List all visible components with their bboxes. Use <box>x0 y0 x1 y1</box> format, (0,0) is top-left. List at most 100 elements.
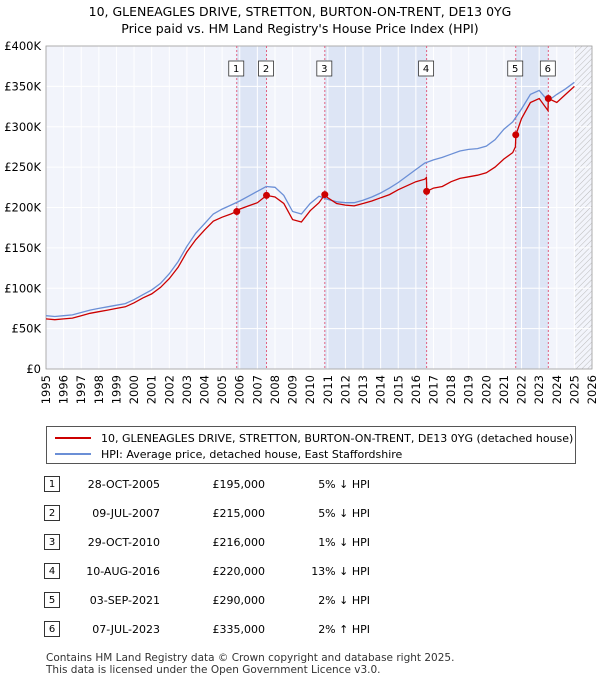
x-tick-label: 2002 <box>162 375 176 404</box>
x-tick-label: 1999 <box>109 375 123 404</box>
sale-number-badge: 6 <box>44 621 60 637</box>
sale-row: 2 09-JUL-2007 £215,000 5% ↓ HPI <box>0 505 600 523</box>
sale-marker-label: 6 <box>545 64 551 75</box>
legend-item-hpi: HPI: Average price, detached house, East… <box>55 446 402 462</box>
x-tick-label: 2021 <box>497 375 511 404</box>
x-tick-label: 2018 <box>444 375 458 404</box>
x-tick-label: 2007 <box>250 375 264 404</box>
sale-point <box>263 191 271 199</box>
sale-marker-box <box>507 60 524 77</box>
sale-number-badge: 2 <box>44 505 60 521</box>
sale-hpi-diff: 2% ↑ HPI <box>318 623 370 636</box>
chart-title: 10, GLENEAGLES DRIVE, STRETTON, BURTON-O… <box>88 4 512 19</box>
footer: Contains HM Land Registry data © Crown c… <box>46 652 454 676</box>
sale-date: 29-OCT-2010 <box>87 536 160 549</box>
sale-marker-box <box>418 60 435 77</box>
sale-number-badge: 4 <box>44 563 60 579</box>
sale-marker-label: 4 <box>423 64 429 75</box>
x-tick-label: 2008 <box>268 375 282 404</box>
x-tick-label: 1998 <box>92 375 106 404</box>
sale-row: 4 10-AUG-2016 £220,000 13% ↓ HPI <box>0 563 600 581</box>
sale-number-badge: 5 <box>44 592 60 608</box>
x-tick-label: 2019 <box>462 375 476 404</box>
legend: 10, GLENEAGLES DRIVE, STRETTON, BURTON-O… <box>46 426 576 464</box>
sale-marker-box <box>539 60 556 77</box>
sale-hpi-diff: 1% ↓ HPI <box>318 536 370 549</box>
x-tick-label: 1997 <box>74 375 88 404</box>
sale-hpi-diff: 2% ↓ HPI <box>318 594 370 607</box>
sale-date: 09-JUL-2007 <box>92 507 160 520</box>
x-tick-label: 2024 <box>550 375 564 404</box>
x-tick-label: 2026 <box>585 375 599 404</box>
legend-label-hpi: HPI: Average price, detached house, East… <box>101 447 403 461</box>
sale-point <box>423 187 431 195</box>
x-tick-label: 2009 <box>286 375 300 404</box>
sale-marker-box <box>258 60 274 77</box>
x-tick-label: 1995 <box>39 375 53 404</box>
sale-number-badge: 1 <box>44 476 60 492</box>
y-tick-label: £50K <box>12 322 42 336</box>
sale-price: £215,000 <box>212 507 266 520</box>
sale-point <box>321 191 329 199</box>
x-tick-label: 1996 <box>57 375 71 404</box>
x-tick-label: 2015 <box>391 375 405 404</box>
y-tick-label: £350K <box>4 79 41 93</box>
sale-point <box>512 131 520 139</box>
sale-date: 28-OCT-2005 <box>87 478 160 491</box>
x-tick-label: 2017 <box>426 375 440 404</box>
sale-point <box>233 208 241 216</box>
sale-marker-label: 5 <box>512 64 518 75</box>
x-tick-label: 2014 <box>374 375 388 404</box>
y-tick-label: £250K <box>4 160 41 174</box>
sale-date: 03-SEP-2021 <box>89 594 160 607</box>
y-tick-label: £200K <box>4 201 41 215</box>
sale-marker-box <box>316 60 333 77</box>
sale-row: 1 28-OCT-2005 £195,000 5% ↓ HPI <box>0 476 600 494</box>
footer-licence: This data is licensed under the Open Gov… <box>46 664 381 676</box>
y-tick-label: £400K <box>4 39 41 53</box>
x-tick-label: 2011 <box>321 375 335 404</box>
x-tick-label: 2023 <box>532 375 546 404</box>
y-tick-label: £150K <box>4 241 41 255</box>
sale-marker-label: 2 <box>263 64 269 75</box>
x-tick-label: 2022 <box>515 375 529 404</box>
y-tick-label: £100K <box>4 281 41 295</box>
hpi-line <box>45 81 575 318</box>
x-tick-label: 2006 <box>233 375 247 404</box>
sale-hpi-diff: 5% ↓ HPI <box>318 478 370 491</box>
sale-hpi-diff: 5% ↓ HPI <box>318 507 370 520</box>
legend-swatch-property <box>55 437 91 439</box>
footer-copyright: Contains HM Land Registry data © Crown c… <box>46 652 455 664</box>
y-tick-label: £300K <box>4 120 41 134</box>
sale-row: 3 29-OCT-2010 £216,000 1% ↓ HPI <box>0 534 600 552</box>
sale-price: £290,000 <box>212 594 266 607</box>
legend-item-property: 10, GLENEAGLES DRIVE, STRETTON, BURTON-O… <box>55 430 573 446</box>
sale-price: £335,000 <box>212 623 266 636</box>
chart-subtitle: Price paid vs. HM Land Registry's House … <box>121 21 479 36</box>
x-tick-label: 2013 <box>356 375 370 404</box>
sale-point <box>544 94 552 102</box>
x-tick-label: 2000 <box>127 375 141 404</box>
legend-label-property: 10, GLENEAGLES DRIVE, STRETTON, BURTON-O… <box>101 431 574 445</box>
y-tick-label: £0 <box>26 362 41 376</box>
sale-price: £195,000 <box>212 478 266 491</box>
x-tick-label: 2001 <box>145 375 159 404</box>
sale-date: 10-AUG-2016 <box>86 565 160 578</box>
sale-marker-label: 3 <box>321 64 327 75</box>
x-tick-label: 2005 <box>215 375 229 404</box>
sale-number-badge: 3 <box>44 534 60 550</box>
legend-swatch-hpi <box>55 453 91 455</box>
x-tick-label: 2003 <box>180 375 194 404</box>
plot-border <box>45 45 593 370</box>
sale-marker-label: 1 <box>233 64 239 75</box>
x-tick-label: 2025 <box>567 375 581 404</box>
sale-price: £216,000 <box>212 536 266 549</box>
sale-hpi-diff: 13% ↓ HPI <box>311 565 370 578</box>
x-tick-label: 2012 <box>338 375 352 404</box>
price-chart: £0 £50K £100K £150K £200K £250K £300K £350K £400… <box>4 39 599 404</box>
sale-date: 07-JUL-2023 <box>92 623 160 636</box>
sale-row: 5 03-SEP-2021 £290,000 2% ↓ HPI <box>0 592 600 610</box>
x-tick-label: 2004 <box>198 375 212 404</box>
x-tick-label: 2016 <box>409 375 423 404</box>
x-tick-label: 2010 <box>303 375 317 404</box>
